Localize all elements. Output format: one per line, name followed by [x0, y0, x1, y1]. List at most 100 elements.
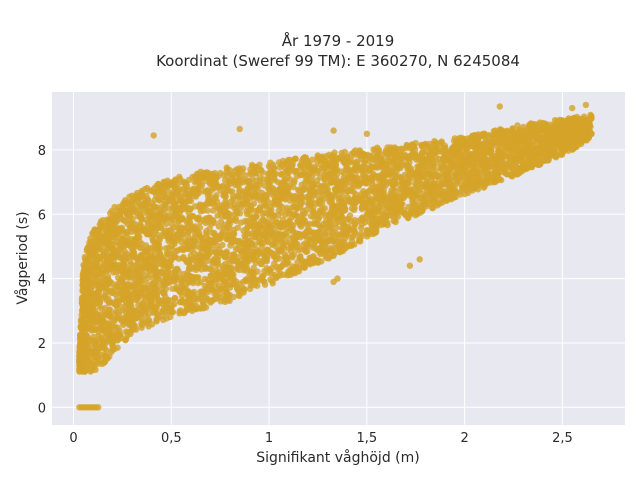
data-point — [268, 207, 275, 214]
data-point — [204, 250, 211, 258]
data-point — [342, 245, 349, 252]
data-point — [485, 131, 492, 139]
data-point — [508, 171, 515, 178]
data-point — [380, 190, 387, 197]
data-point — [354, 158, 361, 165]
data-point — [333, 230, 341, 238]
data-point — [169, 246, 176, 253]
data-point — [405, 203, 412, 211]
data-point — [467, 162, 474, 169]
data-point — [240, 278, 247, 286]
data-point — [132, 315, 139, 322]
data-point — [475, 143, 482, 150]
data-point — [127, 305, 134, 313]
data-point — [500, 165, 508, 172]
data-point — [115, 203, 123, 211]
data-point — [284, 271, 291, 278]
data-point — [361, 159, 368, 166]
data-point — [384, 150, 392, 157]
data-point — [225, 222, 232, 229]
data-point — [133, 267, 141, 274]
data-point — [261, 209, 268, 216]
data-point — [122, 335, 130, 343]
data-point — [219, 241, 226, 249]
data-point — [175, 246, 182, 254]
data-point — [317, 196, 325, 204]
data-point — [77, 316, 85, 323]
data-point — [171, 252, 178, 259]
data-point — [192, 230, 199, 237]
data-point — [245, 177, 252, 184]
data-point — [244, 237, 251, 245]
data-point — [350, 206, 358, 213]
data-point — [339, 238, 346, 245]
data-point — [89, 299, 97, 306]
data-point — [310, 166, 318, 174]
data-point — [540, 125, 547, 132]
data-point — [330, 252, 337, 259]
data-point — [175, 189, 182, 197]
data-point — [372, 183, 380, 190]
data-point — [324, 247, 332, 254]
data-point — [195, 177, 203, 185]
data-point — [164, 252, 171, 259]
data-point — [435, 173, 442, 180]
data-point — [229, 188, 236, 195]
data-point — [391, 216, 398, 224]
data-point — [493, 165, 500, 173]
data-point — [156, 249, 163, 257]
data-point — [230, 280, 237, 288]
data-point — [309, 156, 316, 163]
data-point — [279, 204, 286, 211]
data-point — [113, 217, 121, 224]
data-point — [461, 147, 468, 154]
data-point — [124, 274, 132, 281]
data-point — [138, 216, 145, 223]
data-point — [302, 248, 310, 256]
data-point — [200, 202, 207, 209]
data-point — [87, 238, 95, 245]
data-point — [419, 190, 427, 198]
data-point — [91, 261, 99, 268]
data-point — [293, 205, 300, 213]
data-point — [303, 193, 311, 201]
data-point — [281, 164, 288, 171]
data-point — [270, 233, 278, 240]
data-point — [497, 152, 504, 160]
data-point — [127, 219, 135, 226]
data-point — [205, 236, 213, 243]
data-point — [373, 153, 380, 160]
data-point — [328, 229, 336, 236]
data-point — [84, 342, 91, 349]
data-point — [430, 164, 437, 171]
data-point — [289, 270, 297, 277]
data-point — [240, 227, 247, 234]
data-point — [291, 177, 298, 184]
data-point — [409, 198, 416, 205]
data-point — [197, 218, 204, 225]
data-point — [190, 242, 197, 249]
data-point — [115, 261, 122, 269]
data-point — [93, 342, 101, 349]
data-point — [206, 265, 213, 272]
data-point — [527, 154, 534, 161]
data-point — [298, 164, 305, 171]
data-point — [332, 220, 340, 227]
data-point — [114, 282, 121, 290]
data-point — [384, 208, 391, 215]
data-point — [235, 291, 242, 299]
data-point — [263, 219, 271, 226]
data-point — [450, 159, 457, 167]
data-point — [340, 182, 347, 189]
data-point — [276, 272, 283, 279]
data-point — [125, 214, 132, 221]
data-point — [235, 199, 243, 206]
data-point — [219, 262, 226, 270]
data-point — [459, 156, 466, 163]
data-point — [257, 197, 264, 204]
data-point — [185, 228, 192, 236]
data-point — [436, 184, 444, 191]
data-point — [118, 303, 125, 310]
data-point — [212, 281, 219, 288]
